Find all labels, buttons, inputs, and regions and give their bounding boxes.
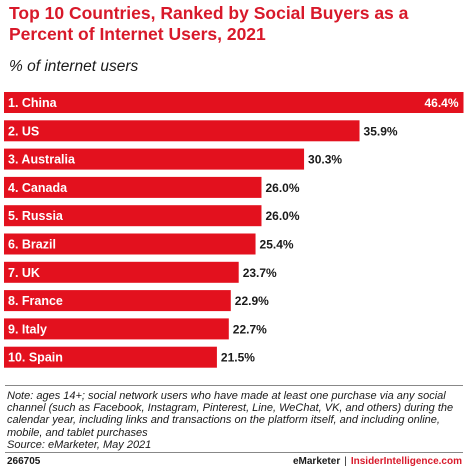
value-label-3: 30.3% — [308, 153, 342, 167]
category-label-1: 1. China — [8, 96, 58, 110]
brand-separator: | — [344, 456, 347, 467]
bar-10 — [4, 346, 217, 368]
value-label-6: 25.4% — [260, 238, 294, 252]
chart-subtitle: % of internet users — [9, 58, 139, 75]
note-text: Note: ages 14+; social network users who… — [7, 390, 454, 439]
bar-7 — [4, 261, 239, 283]
category-label-3: 3. Australia — [8, 153, 76, 167]
divider-top — [5, 385, 463, 386]
brand-emarketer: eMarketer — [292, 456, 341, 467]
value-label-8: 22.9% — [235, 294, 269, 308]
value-label-2: 35.9% — [364, 124, 398, 138]
category-label-4: 4. Canada — [8, 181, 68, 195]
category-label-5: 5. Russia — [8, 209, 64, 223]
bar-2 — [4, 120, 360, 142]
value-label-1: 46.4% — [424, 96, 458, 110]
value-label-10: 21.5% — [221, 351, 255, 365]
bar-8 — [4, 290, 231, 312]
value-label-9: 22.7% — [233, 322, 267, 336]
chart-title: Top 10 Countries, Ranked by Social Buyer… — [9, 3, 409, 44]
brand-insider-intelligence: InsiderIntelligence.com — [350, 456, 462, 467]
bar-3 — [4, 148, 305, 170]
category-label-2: 2. US — [8, 124, 39, 138]
bar-9 — [4, 318, 229, 340]
category-label-7: 7. UK — [8, 266, 40, 280]
chart-note: Note: ages 14+; social network users who… — [7, 390, 462, 451]
category-label-10: 10. Spain — [8, 351, 63, 365]
category-label-6: 6. Brazil — [8, 238, 56, 252]
divider-bottom — [5, 452, 463, 453]
source-text: Source: eMarketer, May 2021 — [7, 438, 152, 451]
value-label-4: 26.0% — [265, 181, 299, 195]
bar-1 — [4, 92, 464, 113]
bar-6 — [4, 233, 256, 255]
category-label-9: 9. Italy — [8, 322, 47, 336]
value-label-7: 23.7% — [243, 266, 277, 280]
bar-5 — [4, 205, 262, 227]
bar-chart: 1. China 46.4% 2. US 35.9% 3. Australia 30.3%… — [4, 92, 464, 368]
category-label-8: 8. France — [8, 294, 63, 308]
chart-id: 266705 — [7, 456, 41, 467]
value-label-5: 26.0% — [265, 209, 299, 223]
bar-4 — [4, 176, 262, 198]
brand-credit: eMarketer | InsiderIntelligence.com — [293, 456, 462, 467]
